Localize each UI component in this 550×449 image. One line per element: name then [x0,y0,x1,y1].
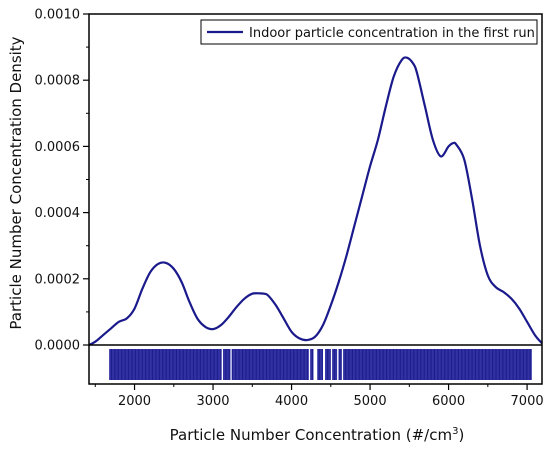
rug-block [332,349,338,380]
y-axis-title: Particle Number Concentration Density [7,36,25,329]
x-axis-title: Particle Number Concentration (#/cm3) [170,426,465,444]
y-tick-label: 0.0008 [35,74,81,89]
y-tick-label: 0.0002 [35,272,81,287]
density-line [88,56,543,346]
y-tick-label: 0.0006 [35,140,81,155]
rug-block [109,349,222,380]
legend-label: Indoor particle concentration in the fir… [249,26,535,41]
x-tick-label: 2000 [118,394,151,409]
x-tick-label: 5000 [354,394,387,409]
y-tick-label: 0.0010 [35,8,81,23]
plot-frame [88,13,543,385]
x-tick-label: 4000 [275,394,308,409]
y-tick-label: 0.0004 [35,206,81,221]
y-axis: 0.0000 0.0002 0.0004 0.0006 0.0008 0.0010 [35,8,89,354]
legend-box [200,19,538,45]
x-tick-label: 7000 [511,394,544,409]
y-tick-label: 0.0000 [35,339,81,354]
legend: Indoor particle concentration in the fir… [200,19,538,45]
x-tick-label: 3000 [196,394,229,409]
rug-plot [109,349,532,380]
rug-block [223,349,231,380]
x-tick-label: 6000 [432,394,465,409]
x-axis: 2000 3000 4000 5000 6000 7000 [94,384,544,409]
